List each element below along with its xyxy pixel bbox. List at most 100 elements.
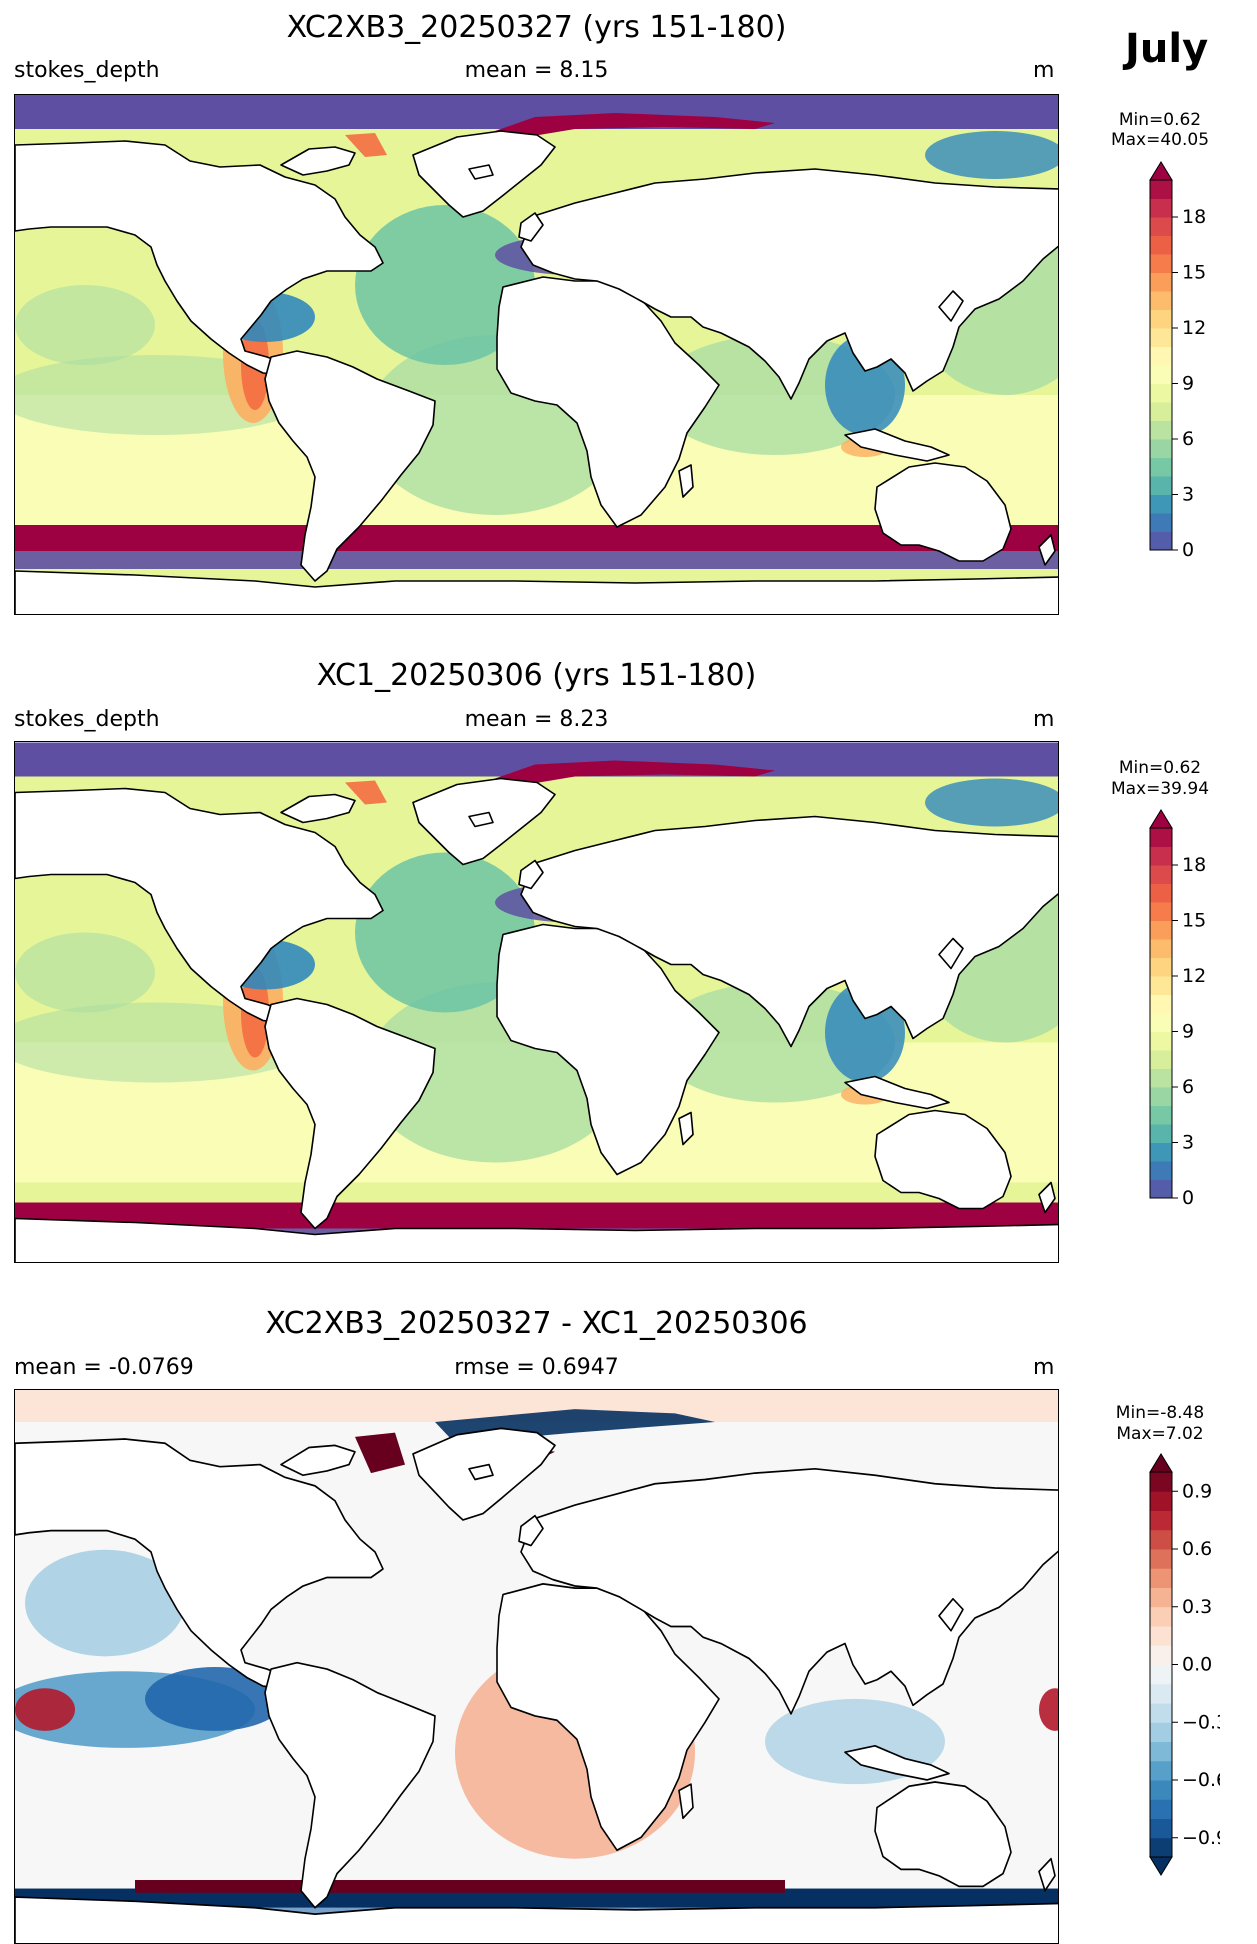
colorbar-segment [1150, 457, 1172, 477]
colorbar-segment [1150, 439, 1172, 458]
land-uk [518, 859, 544, 890]
panel-3-units: m [1033, 1355, 1055, 1380]
colorbar-segment [1150, 1799, 1172, 1819]
panel-1-title: XC2XB3_20250327 (yrs 151-180) [286, 10, 787, 45]
norwegian-sea-red [495, 113, 775, 139]
colorbar-segment [1150, 1087, 1172, 1106]
panel-3-min-label: Min=-8.48 [1115, 1403, 1205, 1423]
colorbar-tick-label: 18 [1182, 206, 1206, 228]
panel-1-colorbar: 0 3 6 9 12 15 18 [1140, 160, 1220, 561]
colorbar-tick-label: 3 [1182, 484, 1194, 506]
panel-1-units: m [1033, 58, 1055, 83]
colorbar-segment [1150, 198, 1172, 218]
panel-2-left-label: stokes_depth [14, 707, 160, 732]
land-eurasia [520, 168, 1058, 400]
colorbar-segment [1150, 365, 1172, 384]
colorbar-segment [1150, 883, 1172, 903]
panel-3-left-label: mean = -0.0769 [14, 1355, 194, 1380]
colorbar-tick-label: 18 [1182, 854, 1206, 876]
panel-1-min-label: Min=0.62 [1118, 110, 1202, 130]
colorbar-tick-label: 9 [1182, 373, 1194, 395]
colorbar-segment [1150, 272, 1172, 292]
colorbar-segment [1150, 846, 1172, 866]
colorbar-segment [1150, 1587, 1172, 1608]
colorbar-tick-label: 12 [1182, 317, 1206, 339]
colorbar-outline [1149, 179, 1173, 551]
colorbar-tick-label: 0.3 [1182, 1596, 1212, 1618]
panel-1-map [14, 94, 1059, 615]
map-field [15, 1390, 1058, 1943]
colorbar-segment [1150, 1837, 1172, 1858]
colorbar-min-extend [1149, 1856, 1173, 1876]
panel-3-title: XC2XB3_20250327 - XC1_20250306 [265, 1306, 808, 1341]
colorbar-segment [1150, 1529, 1172, 1550]
colorbar-tick-label: 0 [1182, 539, 1194, 560]
southern-blue-band [15, 1888, 1058, 1908]
colorbar-segment [1150, 994, 1172, 1014]
colorbar-max-extend [1149, 161, 1173, 181]
land-new-zealand [1038, 1181, 1056, 1214]
colorbar-tick-label: 0.6 [1182, 1538, 1212, 1560]
land-canadian-archipelago [280, 1444, 356, 1477]
colorbar-segment [1150, 1645, 1172, 1665]
land-new-zealand [1038, 1857, 1056, 1892]
colorbar-segment [1150, 902, 1172, 921]
colorbar-tick-label: 0.9 [1182, 1480, 1212, 1502]
land-japan [938, 937, 964, 970]
colorbar-tick-label: −0.6 [1182, 1769, 1220, 1791]
land-indonesia [844, 1075, 950, 1110]
panel-3-center-label: rmse = 0.6947 [454, 1355, 619, 1380]
colorbar-segment [1150, 1510, 1172, 1531]
colorbar-segment [1150, 1683, 1172, 1704]
colorbar-tick-label: 15 [1182, 262, 1206, 284]
colorbar-segment [1150, 1606, 1172, 1627]
colorbar-segment [1150, 1626, 1172, 1646]
labrador-sea-orange [345, 133, 387, 157]
land-iceland [468, 164, 494, 180]
land-iceland [468, 811, 494, 828]
colorbar-segment [1150, 1760, 1172, 1781]
map-field [15, 95, 1058, 614]
land-madagascar [678, 1783, 694, 1820]
colorbar-segment [1150, 531, 1172, 551]
panel-3-map [14, 1389, 1059, 1944]
labrador-sea-orange [345, 780, 387, 805]
land-canadian-archipelago [280, 146, 356, 176]
colorbar-segment [1150, 865, 1172, 884]
panel-1-left-label: stokes_depth [14, 58, 160, 83]
colorbar-segment [1150, 328, 1172, 347]
colorbar-segment [1150, 1013, 1172, 1032]
colorbar-segment [1150, 513, 1172, 532]
colorbar-tick-label: 6 [1182, 1076, 1194, 1098]
colorbar-max-extend [1149, 1453, 1173, 1473]
colorbar-segment [1150, 383, 1172, 403]
colorbar-segment [1150, 494, 1172, 514]
colorbar-tick-label: 15 [1182, 910, 1206, 932]
colorbar-segment [1150, 1472, 1172, 1492]
colorbar-segment [1150, 254, 1172, 273]
land-eurasia [520, 1467, 1058, 1715]
colorbar-tick-label: 6 [1182, 428, 1194, 450]
colorbar-segment [1150, 1722, 1172, 1742]
land-indonesia [844, 428, 950, 462]
colorbar-segment [1150, 1741, 1172, 1762]
land-canadian-archipelago [280, 793, 356, 824]
southern-ocean-purple-band [15, 551, 1058, 569]
colorbar-segment [1150, 217, 1172, 236]
colorbar-segment [1150, 1124, 1172, 1143]
colorbar-segment [1150, 180, 1172, 199]
colorbar-tick-label: 0 [1182, 1187, 1194, 1208]
colorbar-segment [1150, 235, 1172, 255]
colorbar-segment [1150, 1568, 1172, 1588]
panel-2-center-label: mean = 8.23 [464, 707, 609, 732]
panel-1-max-label: Max=40.05 [1110, 130, 1210, 150]
colorbar-segment [1150, 957, 1172, 977]
land-uk [518, 212, 544, 242]
land-south-america [264, 1661, 436, 1909]
month-label: July [1125, 26, 1209, 72]
colorbar-segment [1150, 1780, 1172, 1800]
colorbar-tick-label: 9 [1182, 1021, 1194, 1043]
panel-2-units: m [1033, 707, 1055, 732]
colorbar-tick-label: −0.3 [1182, 1711, 1220, 1733]
colorbar-segment [1150, 476, 1172, 495]
